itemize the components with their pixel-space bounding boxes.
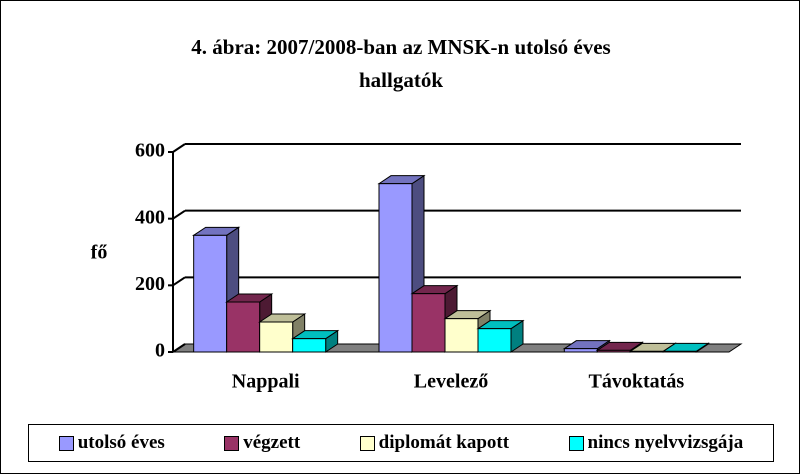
bar [377, 174, 426, 353]
bar-front [444, 318, 479, 353]
y-tick-label: 400 [135, 206, 165, 228]
bar-front [477, 328, 512, 353]
bar-front [292, 338, 327, 353]
bar-front [662, 350, 697, 353]
bar-front [378, 183, 413, 353]
legend-swatch [568, 435, 584, 451]
bar-front [226, 301, 261, 353]
bar-front [411, 293, 446, 353]
tick-depth [172, 209, 186, 220]
chart-title: 4. ábra: 2007/2008-ban az MNSK-n utolsó … [191, 35, 611, 92]
bar-front [563, 348, 598, 353]
legend-swatch [224, 435, 240, 451]
bar-front [193, 234, 228, 353]
y-tick-label: 600 [135, 140, 165, 162]
bar-front [259, 321, 294, 353]
legend-item: utolsó éves [58, 432, 165, 454]
bar [192, 226, 241, 353]
legend: utolsó éves végzett diplomát kapott nincs n… [28, 424, 774, 462]
bar [291, 329, 340, 353]
legend-item: nincs nyelvvizsgája [568, 432, 744, 454]
y-tick-label: 200 [135, 273, 165, 295]
legend-item: végzett [224, 432, 300, 454]
legend-label: utolsó éves [77, 432, 165, 453]
tick-depth [172, 276, 186, 287]
legend-label: diplomát kapott [378, 432, 510, 453]
x-tick-label: Távoktatás [589, 371, 685, 393]
y-axis-label: fő [91, 242, 108, 264]
tick-depth [172, 343, 186, 353]
bar [258, 313, 307, 353]
legend-label: nincs nyelvvizsgája [587, 432, 744, 453]
bar [476, 319, 525, 353]
chart: 0 200 400 600 fő Nappali Levelező Távoktatás [91, 140, 743, 393]
bar-front [629, 350, 664, 353]
legend-swatch [359, 435, 375, 451]
bar [661, 342, 710, 353]
legend-swatch [58, 435, 74, 451]
x-tick-label: Levelező [414, 371, 488, 393]
x-tick-label: Nappali [232, 371, 300, 393]
legend-label: végzett [243, 432, 301, 453]
y-tick-label: 0 [155, 340, 165, 362]
bar-front [596, 349, 631, 353]
tick-depth [172, 143, 186, 153]
legend-item: diplomát kapott [359, 432, 510, 454]
